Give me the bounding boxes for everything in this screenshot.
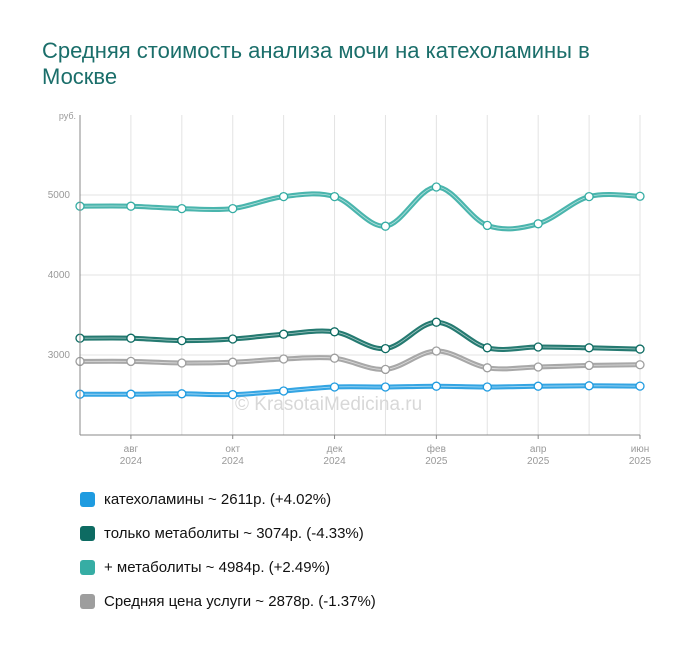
legend-swatch-metabolites-only xyxy=(80,525,95,541)
y-axis-unit-label: руб. xyxy=(59,111,76,121)
data-point-plus xyxy=(278,191,289,202)
x-tick-label-year: 2025 xyxy=(425,456,448,467)
data-point-avg xyxy=(329,353,340,363)
legend-item-plus-metabolites[interactable]: + метаболиты ~ 4984р. (+2.49%) xyxy=(80,550,376,584)
legend: катехоламины ~ 2611р. (+4.02%) только ме… xyxy=(80,482,376,618)
data-point-meta xyxy=(278,329,289,339)
data-point-avg xyxy=(380,364,391,375)
data-point-plus xyxy=(329,191,340,202)
data-point-cat xyxy=(533,381,543,391)
legend-swatch-plus-metabolites xyxy=(80,559,95,575)
x-tick-label-month: дек xyxy=(327,444,343,455)
x-tick-label-year: 2024 xyxy=(120,456,143,467)
data-point-cat xyxy=(126,389,136,399)
data-point-meta xyxy=(126,333,136,343)
data-point-meta xyxy=(482,343,492,353)
data-point-meta xyxy=(533,342,543,352)
chart-title: Средняя стоимость анализа мочи на катехо… xyxy=(42,38,590,89)
x-tick-label-year: 2025 xyxy=(629,456,652,467)
data-point-cat xyxy=(228,389,238,400)
data-point-cat xyxy=(584,381,594,391)
legend-item-catecholamines[interactable]: катехоламины ~ 2611р. (+4.02%) xyxy=(80,482,376,516)
legend-swatch-catecholamines xyxy=(80,491,95,507)
x-tick-label-year: 2025 xyxy=(527,456,550,467)
data-point-plus xyxy=(635,191,645,201)
legend-label-average-price: Средняя цена услуги ~ 2878р. (-1.37%) xyxy=(104,592,376,610)
x-tick-label-month: фев xyxy=(427,443,446,455)
data-point-meta xyxy=(329,327,340,337)
legend-item-average-price[interactable]: Средняя цена услуги ~ 2878р. (-1.37%) xyxy=(80,584,376,618)
data-point-plus xyxy=(228,203,238,214)
y-tick-label: 3000 xyxy=(48,350,71,361)
data-point-avg xyxy=(228,357,238,367)
legend-item-metabolites-only[interactable]: только метаболиты ~ 3074р. (-4.33%) xyxy=(80,516,376,550)
data-point-plus xyxy=(431,182,442,192)
legend-label-plus-metabolites: + метаболиты ~ 4984р. (+2.49%) xyxy=(104,558,330,576)
data-point-avg xyxy=(584,360,594,371)
data-point-meta xyxy=(177,335,187,346)
data-point-cat xyxy=(635,381,645,391)
data-point-meta xyxy=(635,344,645,354)
data-point-avg xyxy=(126,356,136,367)
data-point-avg xyxy=(177,358,187,368)
point-layer xyxy=(75,182,645,400)
data-point-meta xyxy=(584,343,594,353)
data-point-avg xyxy=(431,346,442,356)
data-point-cat xyxy=(431,381,442,391)
data-point-plus xyxy=(177,203,187,214)
data-point-avg xyxy=(278,354,289,364)
data-point-avg xyxy=(635,360,645,370)
data-point-meta xyxy=(431,317,442,327)
x-tick-label-month: окт xyxy=(225,444,240,455)
x-tick-label-year: 2024 xyxy=(323,456,346,467)
data-point-meta xyxy=(228,334,238,344)
legend-label-catecholamines: катехоламины ~ 2611р. (+4.02%) xyxy=(104,490,332,508)
legend-swatch-average-price xyxy=(80,593,95,609)
legend-label-metabolites-only: только метаболиты ~ 3074р. (-4.33%) xyxy=(104,524,364,542)
data-point-cat xyxy=(278,386,289,396)
axis-layer: 300040005000руб.авг2024окт2024дек2024фев… xyxy=(48,111,652,467)
y-tick-label: 5000 xyxy=(48,190,71,201)
series-layer xyxy=(77,184,643,398)
data-point-cat xyxy=(482,382,492,392)
x-tick-label-month: авг xyxy=(124,444,139,455)
data-point-plus xyxy=(126,201,136,211)
series-line-meta xyxy=(77,319,643,352)
data-point-meta xyxy=(380,343,391,354)
x-tick-label-month: июн xyxy=(631,444,650,455)
y-tick-label: 4000 xyxy=(48,270,71,281)
data-point-cat xyxy=(177,389,187,399)
data-point-plus xyxy=(380,221,391,231)
x-tick-label-month: апр xyxy=(530,444,547,455)
data-point-avg xyxy=(533,362,543,372)
data-point-cat xyxy=(380,382,391,392)
data-point-avg xyxy=(482,363,492,373)
series-line-highlight-plus xyxy=(79,186,641,230)
data-point-plus xyxy=(482,220,492,231)
data-point-cat xyxy=(329,382,340,392)
watermark-text: © KrasotaiMedicina.ru xyxy=(235,394,422,415)
x-tick-label-year: 2024 xyxy=(222,456,245,467)
data-point-plus xyxy=(584,191,594,202)
data-point-plus xyxy=(533,219,543,229)
